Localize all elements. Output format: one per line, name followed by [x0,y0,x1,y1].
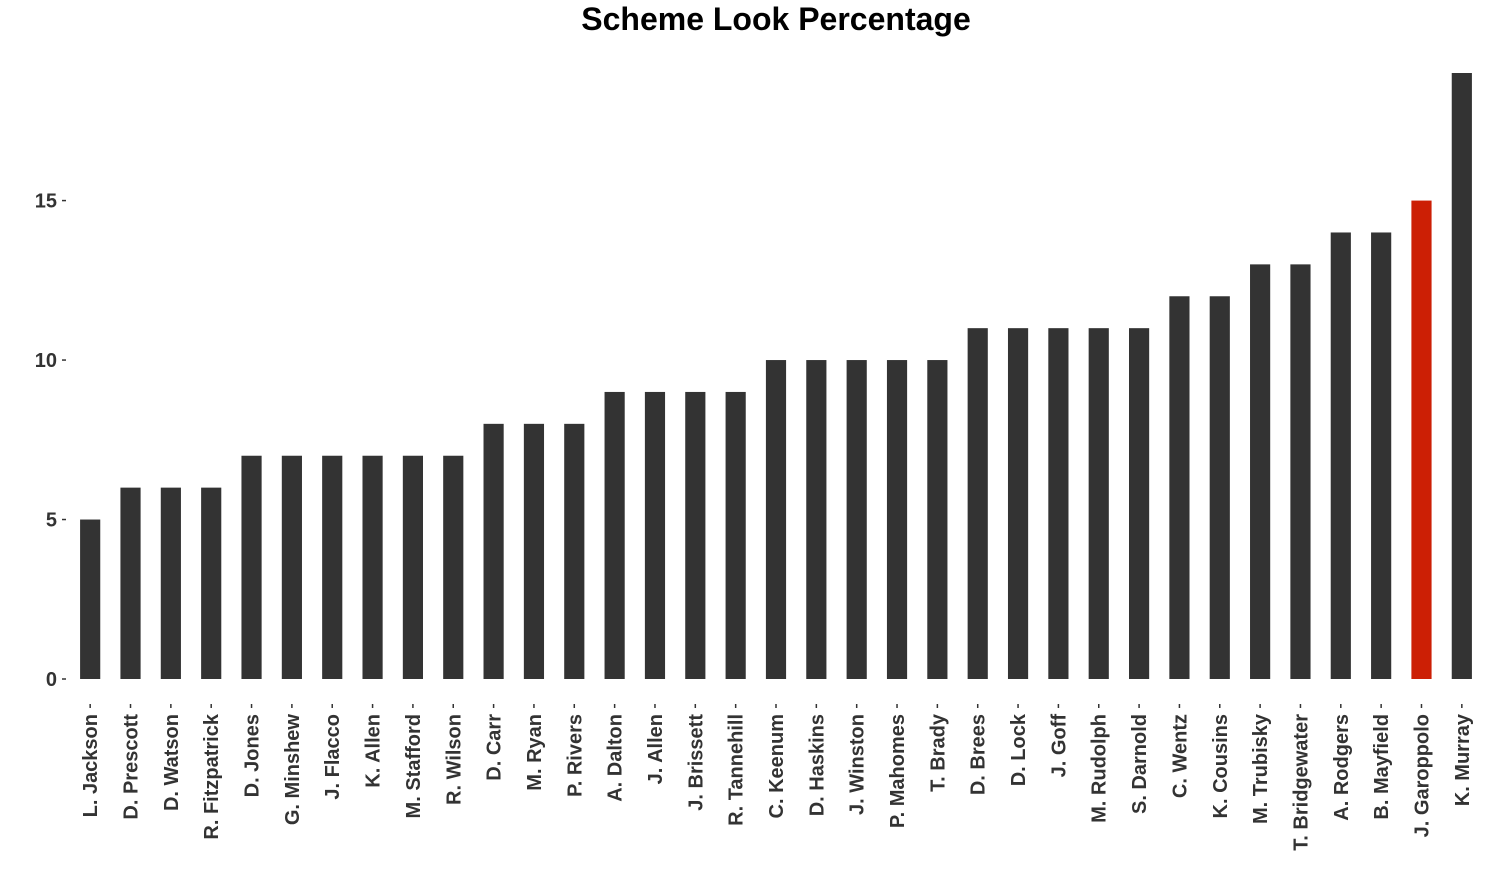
x-tick-label-p-rivers: P. Rivers [564,714,586,797]
x-tick-label-d-haskins: D. Haskins [806,714,828,816]
bar-j-brissett [685,391,706,679]
bars [80,73,1472,679]
bar-a-rodgers [1330,232,1351,679]
x-tick-label-k-cousins: K. Cousins [1210,714,1232,818]
x-tick-label-d-jones: D. Jones [242,714,264,797]
x-tick-label-m-ryan: M. Ryan [524,714,546,791]
y-tick-label-15: 15 [35,191,57,213]
x-tick-label-l-jackson: L. Jackson [80,714,102,817]
bar-j-allen [644,391,666,679]
x-tick-label-k-murray: K. Murray [1452,713,1474,806]
x-tick-label-s-darnold: S. Darnold [1129,714,1151,814]
bar-b-mayfield [1371,232,1392,679]
bar-t-brady [927,360,948,679]
bar-j-garoppolo [1411,200,1432,679]
x-axis: L. Jackson D. Prescott D. Watson R. Fitzpat… [80,704,1474,851]
y-tick-label-5: 5 [46,510,57,532]
x-tick-label-j-garoppolo: J. Garoppolo [1411,714,1433,837]
y-axis: 0 5 10 15 [35,191,66,691]
bar-k-cousins [1209,296,1230,679]
x-tick-label-d-watson: D. Watson [161,714,183,811]
x-tick-label-p-mahomes: P. Mahomes [887,714,909,828]
bar-d-haskins [806,360,827,679]
bar-l-jackson [80,519,101,679]
bar-c-wentz [1169,296,1190,679]
x-tick-label-t-bridgewater: T. Bridgewater [1290,714,1312,851]
x-tick-label-j-winston: J. Winston [847,714,869,815]
bar-m-rudolph [1088,328,1109,679]
x-tick-label-d-prescott: D. Prescott [121,714,143,820]
x-tick-label-m-trubisky: M. Trubisky [1250,713,1272,824]
bar-a-dalton [604,391,625,679]
bar-m-ryan [523,423,545,679]
bar-d-watson [160,487,181,679]
x-tick-label-j-allen: J. Allen [645,714,667,784]
x-tick-label-m-stafford: M. Stafford [403,714,425,818]
x-tick-label-r-fitzpatrick: R. Fitzpatrick [201,713,223,839]
x-tick-label-d-brees: D. Brees [968,714,990,795]
x-tick-label-j-goff: J. Goff [1048,714,1070,778]
chart-title: Scheme Look Percentage [581,1,970,37]
bar-r-wilson [443,455,464,679]
bar-g-minshew [281,455,302,679]
x-tick-label-g-minshew: G. Minshew [282,714,304,826]
bar-m-trubisky [1250,264,1271,679]
bar-t-bridgewater [1290,264,1311,679]
bar-c-keenum [765,360,787,679]
bar-r-fitzpatrick [201,487,222,679]
bar-j-goff [1048,328,1069,679]
bar-k-murray [1451,73,1472,679]
bar-d-jones [241,455,262,679]
bar-j-flacco [322,455,343,679]
bar-d-prescott [120,487,141,679]
x-tick-label-c-keenum: C. Keenum [766,714,788,818]
x-tick-label-j-brissett: J. Brissett [685,714,707,811]
bar-m-stafford [402,455,423,679]
bar-p-rivers [564,423,585,679]
x-tick-label-a-rodgers: A. Rodgers [1331,714,1353,821]
x-tick-label-c-wentz: C. Wentz [1169,714,1191,798]
x-tick-label-d-carr: D. Carr [484,714,506,781]
y-tick-label-10: 10 [35,350,57,372]
bar-r-tannehill [725,391,746,679]
bar-s-darnold [1129,328,1150,679]
x-tick-label-k-allen: K. Allen [363,714,385,788]
x-tick-label-j-flacco: J. Flacco [322,714,344,800]
bar-d-carr [483,423,504,679]
x-tick-label-m-rudolph: M. Rudolph [1089,714,1111,823]
bar-p-mahomes [886,360,908,679]
y-tick-label-0: 0 [46,669,57,691]
bar-j-winston [846,360,867,679]
bar-d-brees [967,328,988,679]
x-tick-label-d-lock: D. Lock [1008,713,1030,786]
x-tick-label-r-wilson: R. Wilson [443,714,465,805]
bar-k-allen [362,455,383,679]
x-tick-label-r-tannehill: R. Tannehill [726,714,748,826]
x-tick-label-t-brady: T. Brady [927,713,949,792]
x-tick-label-b-mayfield: B. Mayfield [1371,714,1393,820]
x-tick-label-a-dalton: A. Dalton [605,714,627,802]
bar-d-lock [1007,328,1029,679]
